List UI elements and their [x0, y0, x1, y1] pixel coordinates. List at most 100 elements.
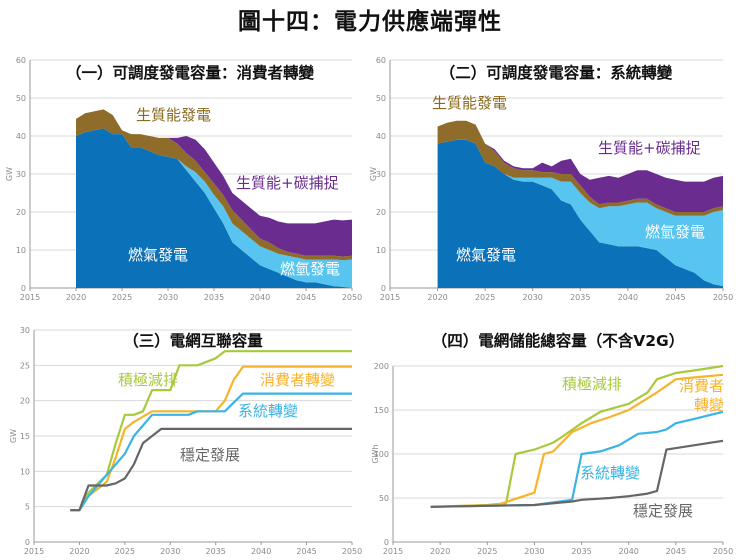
y-axis-label: GW: [9, 429, 18, 443]
x-tick-label: 2020: [427, 293, 447, 302]
y-tick-label: 20: [20, 397, 30, 406]
y-tick-label: 10: [20, 467, 30, 476]
series-label: 燃氣發電: [128, 246, 188, 264]
x-tick-label: 2045: [296, 547, 316, 556]
x-tick-label: 2015: [380, 293, 400, 302]
x-tick-label: 2030: [523, 293, 543, 302]
y-tick-label: 0: [21, 284, 26, 293]
y-tick-label: 30: [16, 170, 26, 179]
y-tick-label: 0: [25, 538, 30, 547]
y-axis-label: GW: [5, 167, 14, 181]
panel-title: （三）電網互聯容量: [123, 331, 263, 350]
series-label: 生質能+碳捕捉: [236, 174, 339, 192]
y-tick-label: 0: [384, 538, 389, 547]
x-tick-label: 2020: [66, 293, 86, 302]
y-tick-label: 30: [376, 170, 386, 179]
y-tick-label: 60: [16, 56, 26, 65]
x-tick-label: 2050: [342, 293, 362, 302]
y-tick-label: 60: [376, 56, 386, 65]
line-series-3: [70, 427, 352, 512]
series-label: 燃氣發電: [456, 246, 516, 264]
panel-title: （四）電網儲能總容量（不含V2G）: [432, 331, 685, 350]
x-tick-label: 2025: [477, 547, 497, 556]
x-tick-label: 2030: [524, 547, 544, 556]
y-tick-label: 20: [16, 208, 26, 217]
x-tick-label: 2015: [20, 293, 40, 302]
series-label: 生質能+碳捕捉: [598, 139, 701, 157]
series-label: 系統轉變: [580, 464, 640, 482]
series-label: 系統轉變: [238, 402, 298, 420]
series-label: 消費者轉變: [679, 377, 724, 414]
y-tick-label: 40: [376, 132, 386, 141]
area-series-1: [437, 139, 723, 287]
y-tick-label: 100: [374, 450, 389, 459]
panel-title: （二）可調度發電容量：系統轉變: [440, 63, 673, 82]
series-label: 燃氫發電: [645, 223, 705, 241]
x-tick-label: 2050: [713, 293, 733, 302]
x-tick-label: 2035: [204, 293, 224, 302]
y-axis-label: GW: [369, 167, 378, 181]
series-label: 生質能發電: [136, 106, 211, 124]
x-tick-label: 2020: [430, 547, 450, 556]
x-tick-label: 2040: [618, 293, 638, 302]
y-tick-label: 15: [20, 432, 30, 441]
x-tick-label: 2015: [24, 547, 44, 556]
series-label-line: 消費者: [679, 377, 724, 395]
x-tick-label: 2040: [619, 547, 639, 556]
x-tick-label: 2040: [250, 293, 270, 302]
y-tick-label: 25: [20, 361, 30, 370]
area-series-1: [76, 128, 352, 288]
area-series-2: [437, 120, 723, 216]
x-tick-label: 2045: [296, 293, 316, 302]
y-tick-label: 0: [381, 284, 386, 293]
series-label: 燃氫發電: [280, 260, 340, 278]
series-label: 積極減排: [118, 371, 178, 389]
y-axis-label: GWh: [371, 444, 380, 463]
x-tick-label: 2015: [383, 547, 403, 556]
line-series-0: [70, 350, 352, 512]
x-tick-label: 2030: [160, 547, 180, 556]
x-tick-label: 2030: [158, 293, 178, 302]
x-tick-label: 2025: [475, 293, 495, 302]
series-label: 生質能發電: [432, 94, 507, 112]
figure-title: 圖十四：電力供應端彈性: [238, 9, 502, 35]
series-label: 穩定發展: [180, 446, 240, 464]
y-tick-label: 30: [20, 326, 30, 335]
x-tick-label: 2025: [115, 547, 135, 556]
area-series-3: [437, 120, 723, 212]
line-series-2: [430, 410, 724, 508]
series-label: 穩定發展: [633, 502, 693, 520]
line-series-1: [430, 373, 724, 508]
panel-p4: 0 50 100 150 200 2015 2020 2025 2030 2035 2040 2045…: [371, 331, 733, 556]
series-label-line: 轉變: [694, 396, 724, 414]
x-tick-label: 2035: [206, 547, 226, 556]
line-series-2: [70, 392, 352, 512]
y-tick-label: 40: [16, 132, 26, 141]
x-tick-label: 2040: [251, 547, 271, 556]
area-series-2: [76, 109, 352, 261]
y-tick-label: 50: [379, 494, 389, 503]
x-tick-label: 2020: [69, 547, 89, 556]
x-tick-label: 2045: [665, 293, 685, 302]
line-series-0: [430, 364, 724, 508]
area-series-0: [437, 139, 723, 288]
x-tick-label: 2050: [342, 547, 362, 556]
line-series-3: [430, 439, 724, 508]
y-tick-label: 20: [376, 208, 386, 217]
x-tick-label: 2025: [112, 293, 132, 302]
y-tick-label: 200: [374, 362, 389, 371]
area-series-3: [76, 109, 352, 257]
panel-title: （一）可調度發電容量：消費者轉變: [66, 63, 315, 82]
x-tick-label: 2045: [666, 547, 686, 556]
y-tick-label: 10: [16, 246, 26, 255]
y-tick-label: 50: [16, 94, 26, 103]
y-tick-label: 150: [374, 406, 389, 415]
series-label: 積極減排: [562, 375, 622, 393]
x-tick-label: 2035: [570, 293, 590, 302]
x-tick-label: 2035: [571, 547, 591, 556]
y-tick-label: 5: [25, 503, 30, 512]
